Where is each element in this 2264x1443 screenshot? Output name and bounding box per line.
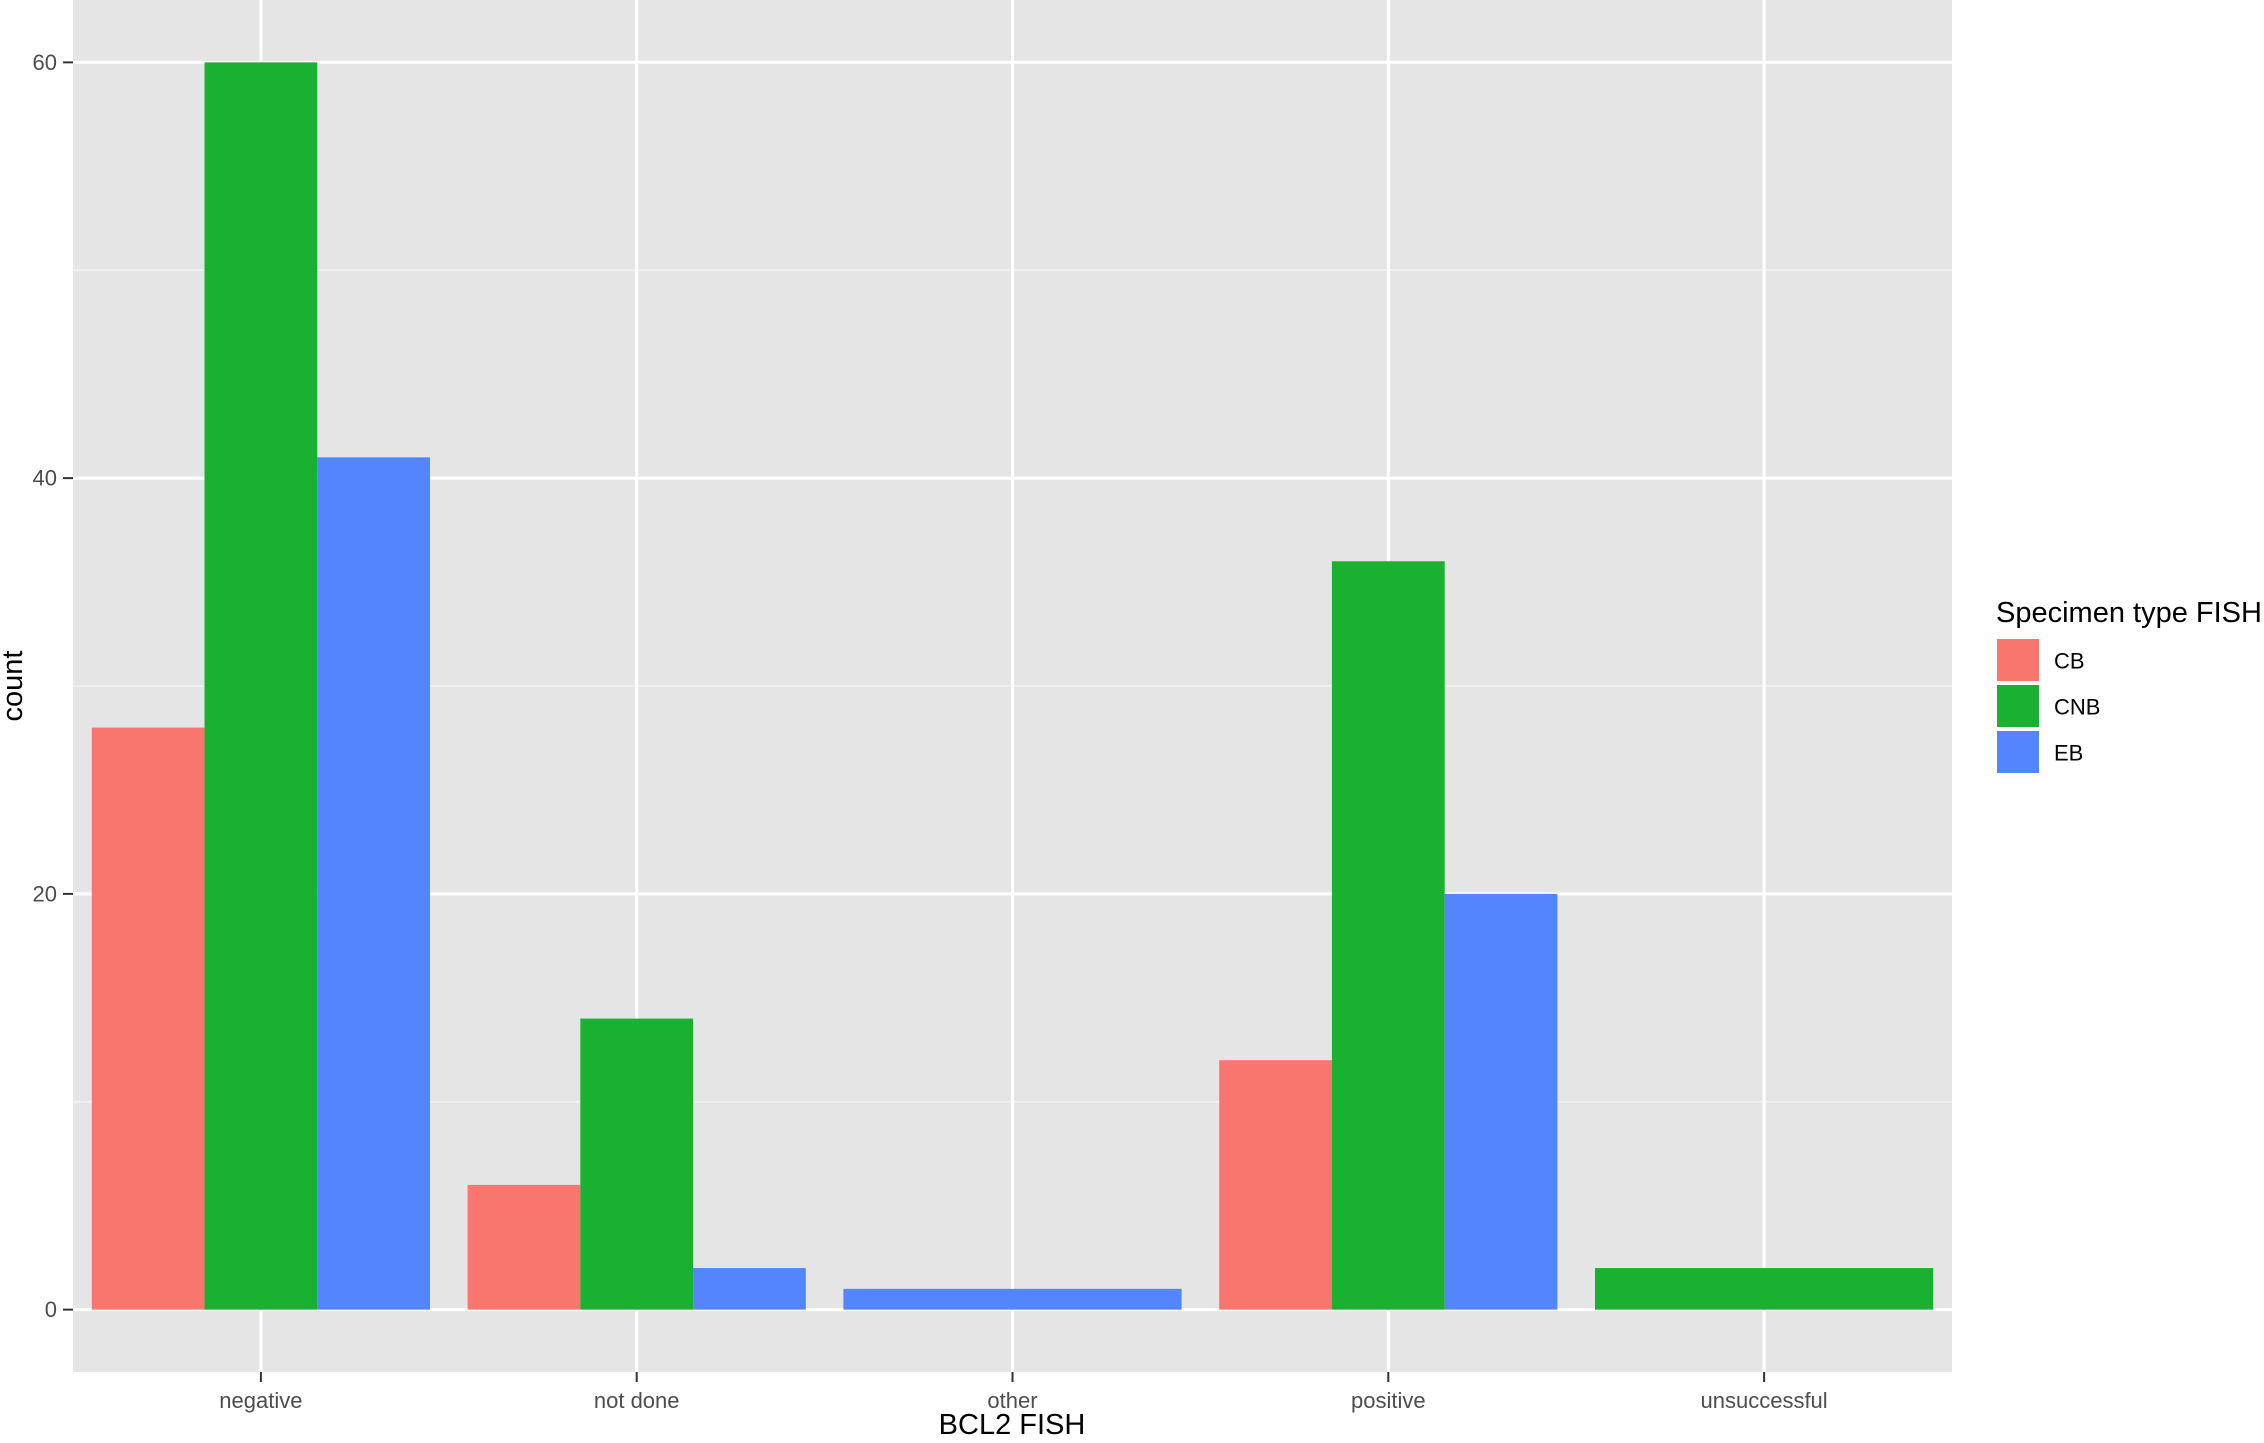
bars — [91, 62, 1934, 1310]
y-tick-label: 0 — [45, 1297, 57, 1322]
y-tick-label: 40 — [33, 466, 57, 491]
bar-cb-not-done — [467, 1184, 581, 1310]
x-axis-title: BCL2 FISH — [939, 1409, 1086, 1438]
y-axis-title: count — [0, 651, 29, 722]
legend-key-cnb — [1995, 683, 2041, 729]
x-tick-label: not done — [594, 1388, 680, 1413]
x-axis: negative not done other positive unsuccessfu… — [219, 1372, 1828, 1413]
legend: Specimen type FISH CB CNB EB — [1995, 597, 2262, 775]
bar-eb-not-done — [693, 1268, 806, 1310]
bar-eb-other — [843, 1288, 1182, 1310]
bar-cb-negative — [91, 727, 205, 1310]
bar-cnb-unsuccessful — [1594, 1268, 1934, 1310]
x-tick-label: positive — [1351, 1388, 1426, 1413]
legend-label-eb: EB — [2054, 741, 2083, 766]
x-tick-label: negative — [219, 1388, 302, 1413]
y-axis: 0 20 40 60 — [33, 50, 73, 1322]
legend-label-cb: CB — [2054, 649, 2085, 674]
y-tick-label: 60 — [33, 50, 57, 75]
bar-cnb-not-done — [580, 1018, 694, 1310]
legend-key-eb — [1995, 729, 2041, 775]
legend-title: Specimen type FISH — [1996, 597, 2262, 629]
bar-eb-negative — [317, 457, 431, 1310]
bar-cb-positive — [1219, 1060, 1332, 1310]
legend-key-cb — [1995, 637, 2041, 683]
x-tick-label: unsuccessful — [1701, 1388, 1828, 1413]
legend-label-cnb: CNB — [2054, 695, 2100, 720]
bar-eb-positive — [1444, 893, 1558, 1310]
bar-cnb-positive — [1331, 561, 1445, 1310]
bar-cnb-negative — [204, 62, 318, 1310]
x-tick-label: other — [987, 1388, 1037, 1413]
y-tick-label: 20 — [33, 881, 57, 906]
